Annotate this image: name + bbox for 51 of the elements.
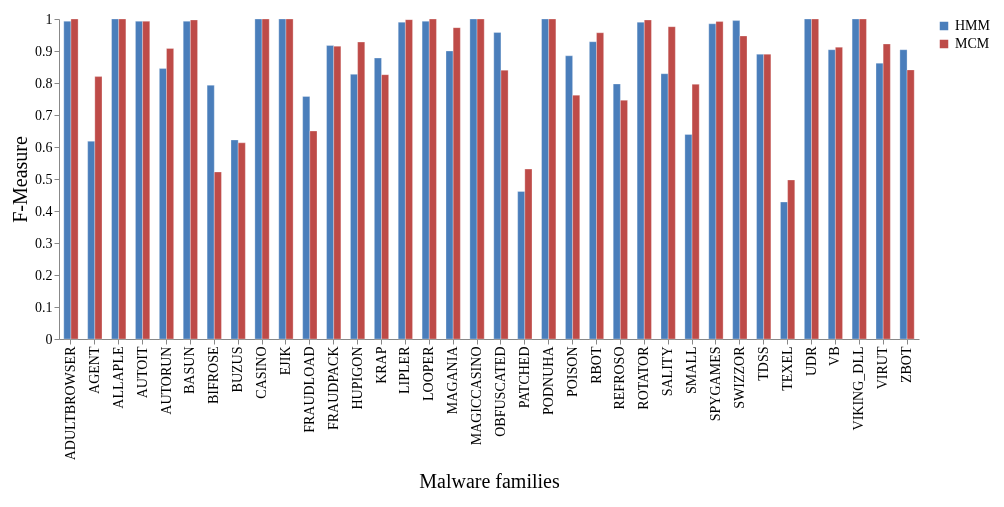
y-tick-label: 0.2	[35, 267, 53, 283]
x-tick-label: LIPLER	[397, 345, 413, 394]
x-tick-label: EJIK	[277, 346, 293, 376]
x-tick-label: LOOPER	[421, 345, 437, 401]
x-tick-label: TDSS	[755, 346, 771, 381]
x-tick-label: AUTORUN	[158, 346, 174, 415]
x-tick-label: POISON	[564, 346, 580, 398]
x-tick-label: RBOT	[588, 346, 604, 384]
x-tick-label: OBFUSCATED	[492, 346, 508, 437]
x-tick-label: TEXEL	[779, 346, 795, 391]
y-tick-label: 0.7	[35, 107, 53, 123]
x-tick-label: BIFROSE	[206, 346, 222, 405]
x-tick-label: AGENT	[86, 346, 102, 394]
x-tick-label: REFROSO	[612, 346, 628, 410]
y-tick-label: 0.9	[35, 43, 53, 59]
y-tick-label: 0.1	[35, 299, 53, 315]
x-axis-title: Malware families	[419, 470, 560, 493]
x-tick-label: UDR	[803, 345, 819, 377]
x-tick-label: FRAUDPACK	[325, 346, 341, 431]
y-tick-label: 0.5	[35, 171, 53, 187]
x-tick-label: ALLAPLE	[110, 346, 126, 409]
x-tick-label: MAGANIA	[445, 345, 461, 415]
x-tick-label: PATCHED	[516, 346, 532, 409]
x-tick-label: HUPIGON	[349, 346, 365, 410]
x-tick-label: BUZUS	[230, 346, 246, 393]
x-tick-label: ROTATOR	[636, 345, 652, 410]
legend-label: HMM	[955, 18, 991, 33]
x-tick-label: SWIZZOR	[731, 345, 747, 409]
y-tick-label: 0.3	[35, 235, 53, 251]
x-tick-label: ADULTBROWSER	[62, 345, 78, 461]
x-tick-label: FRAUDLOAD	[301, 346, 317, 433]
x-tick-label: AUTOIT	[134, 346, 150, 399]
legend-label: MCM	[955, 36, 990, 51]
x-tick-label: ZBOT	[899, 346, 915, 384]
x-tick-label: PODNUHA	[540, 345, 556, 415]
y-tick-label: 0	[45, 331, 53, 347]
y-axis-title: F-Measure	[9, 136, 31, 223]
x-tick-label: KRAP	[373, 346, 389, 384]
x-tick-label: SMALL	[684, 346, 700, 394]
x-tick-label: MAGICCASINO	[469, 346, 485, 446]
y-tick-label: 0.6	[35, 139, 53, 155]
x-tick-label: SALITY	[660, 346, 676, 397]
y-tick-label: 1	[45, 11, 53, 27]
x-tick-label: VIRUT	[875, 346, 891, 390]
y-tick-label: 0.8	[35, 75, 53, 91]
x-tick-label: VB	[827, 346, 843, 366]
x-tick-label: VIKING_DLL	[851, 346, 867, 431]
y-tick-label: 0.4	[35, 203, 53, 219]
x-tick-label: BASUN	[182, 346, 198, 394]
x-tick-label: CASINO	[254, 346, 270, 399]
x-tick-label: SPYGAMES	[707, 346, 723, 422]
